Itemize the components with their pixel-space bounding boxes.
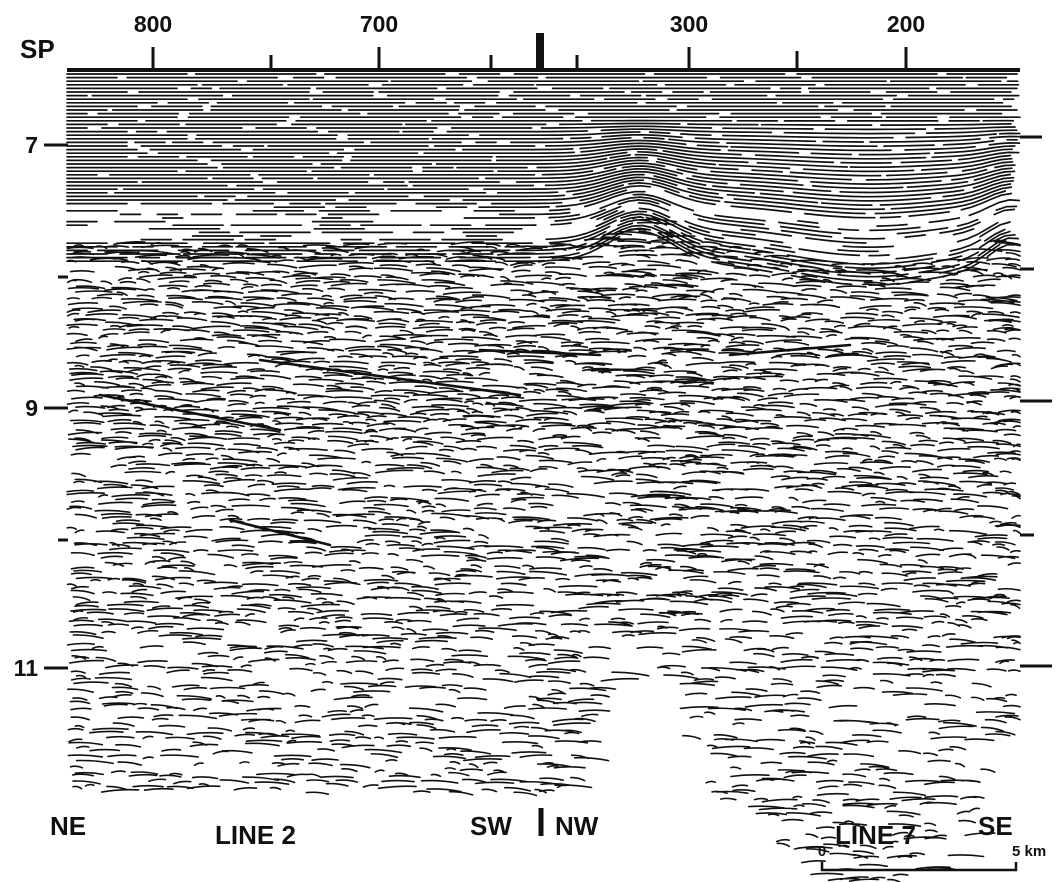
reflector (66, 216, 1021, 882)
direction-label: NE (50, 811, 86, 841)
top-tick-label: 300 (670, 11, 708, 37)
scale-bar (820, 862, 1018, 872)
left-tick-label: 7 (25, 132, 38, 158)
reflector (98, 343, 852, 547)
reflector (66, 73, 1021, 286)
line-label: LINE 2 (215, 820, 296, 850)
line-label: LINE 7 (835, 820, 916, 850)
scale-start: 0 (818, 843, 826, 860)
sp-label: SP (20, 34, 55, 64)
scale-end: 5 km (1012, 843, 1046, 860)
frame-ticks (44, 33, 1052, 872)
direction-label: NW (555, 811, 599, 841)
top-tick-label: 200 (887, 11, 925, 37)
left-tick-label: 9 (25, 395, 38, 421)
left-tick-label: 11 (14, 655, 39, 681)
seismic-texture (66, 73, 1021, 882)
top-tick-label: 800 (134, 11, 172, 37)
direction-label: SE (978, 811, 1013, 841)
direction-label: SW (470, 811, 512, 841)
top-tick-label: 700 (360, 11, 398, 37)
